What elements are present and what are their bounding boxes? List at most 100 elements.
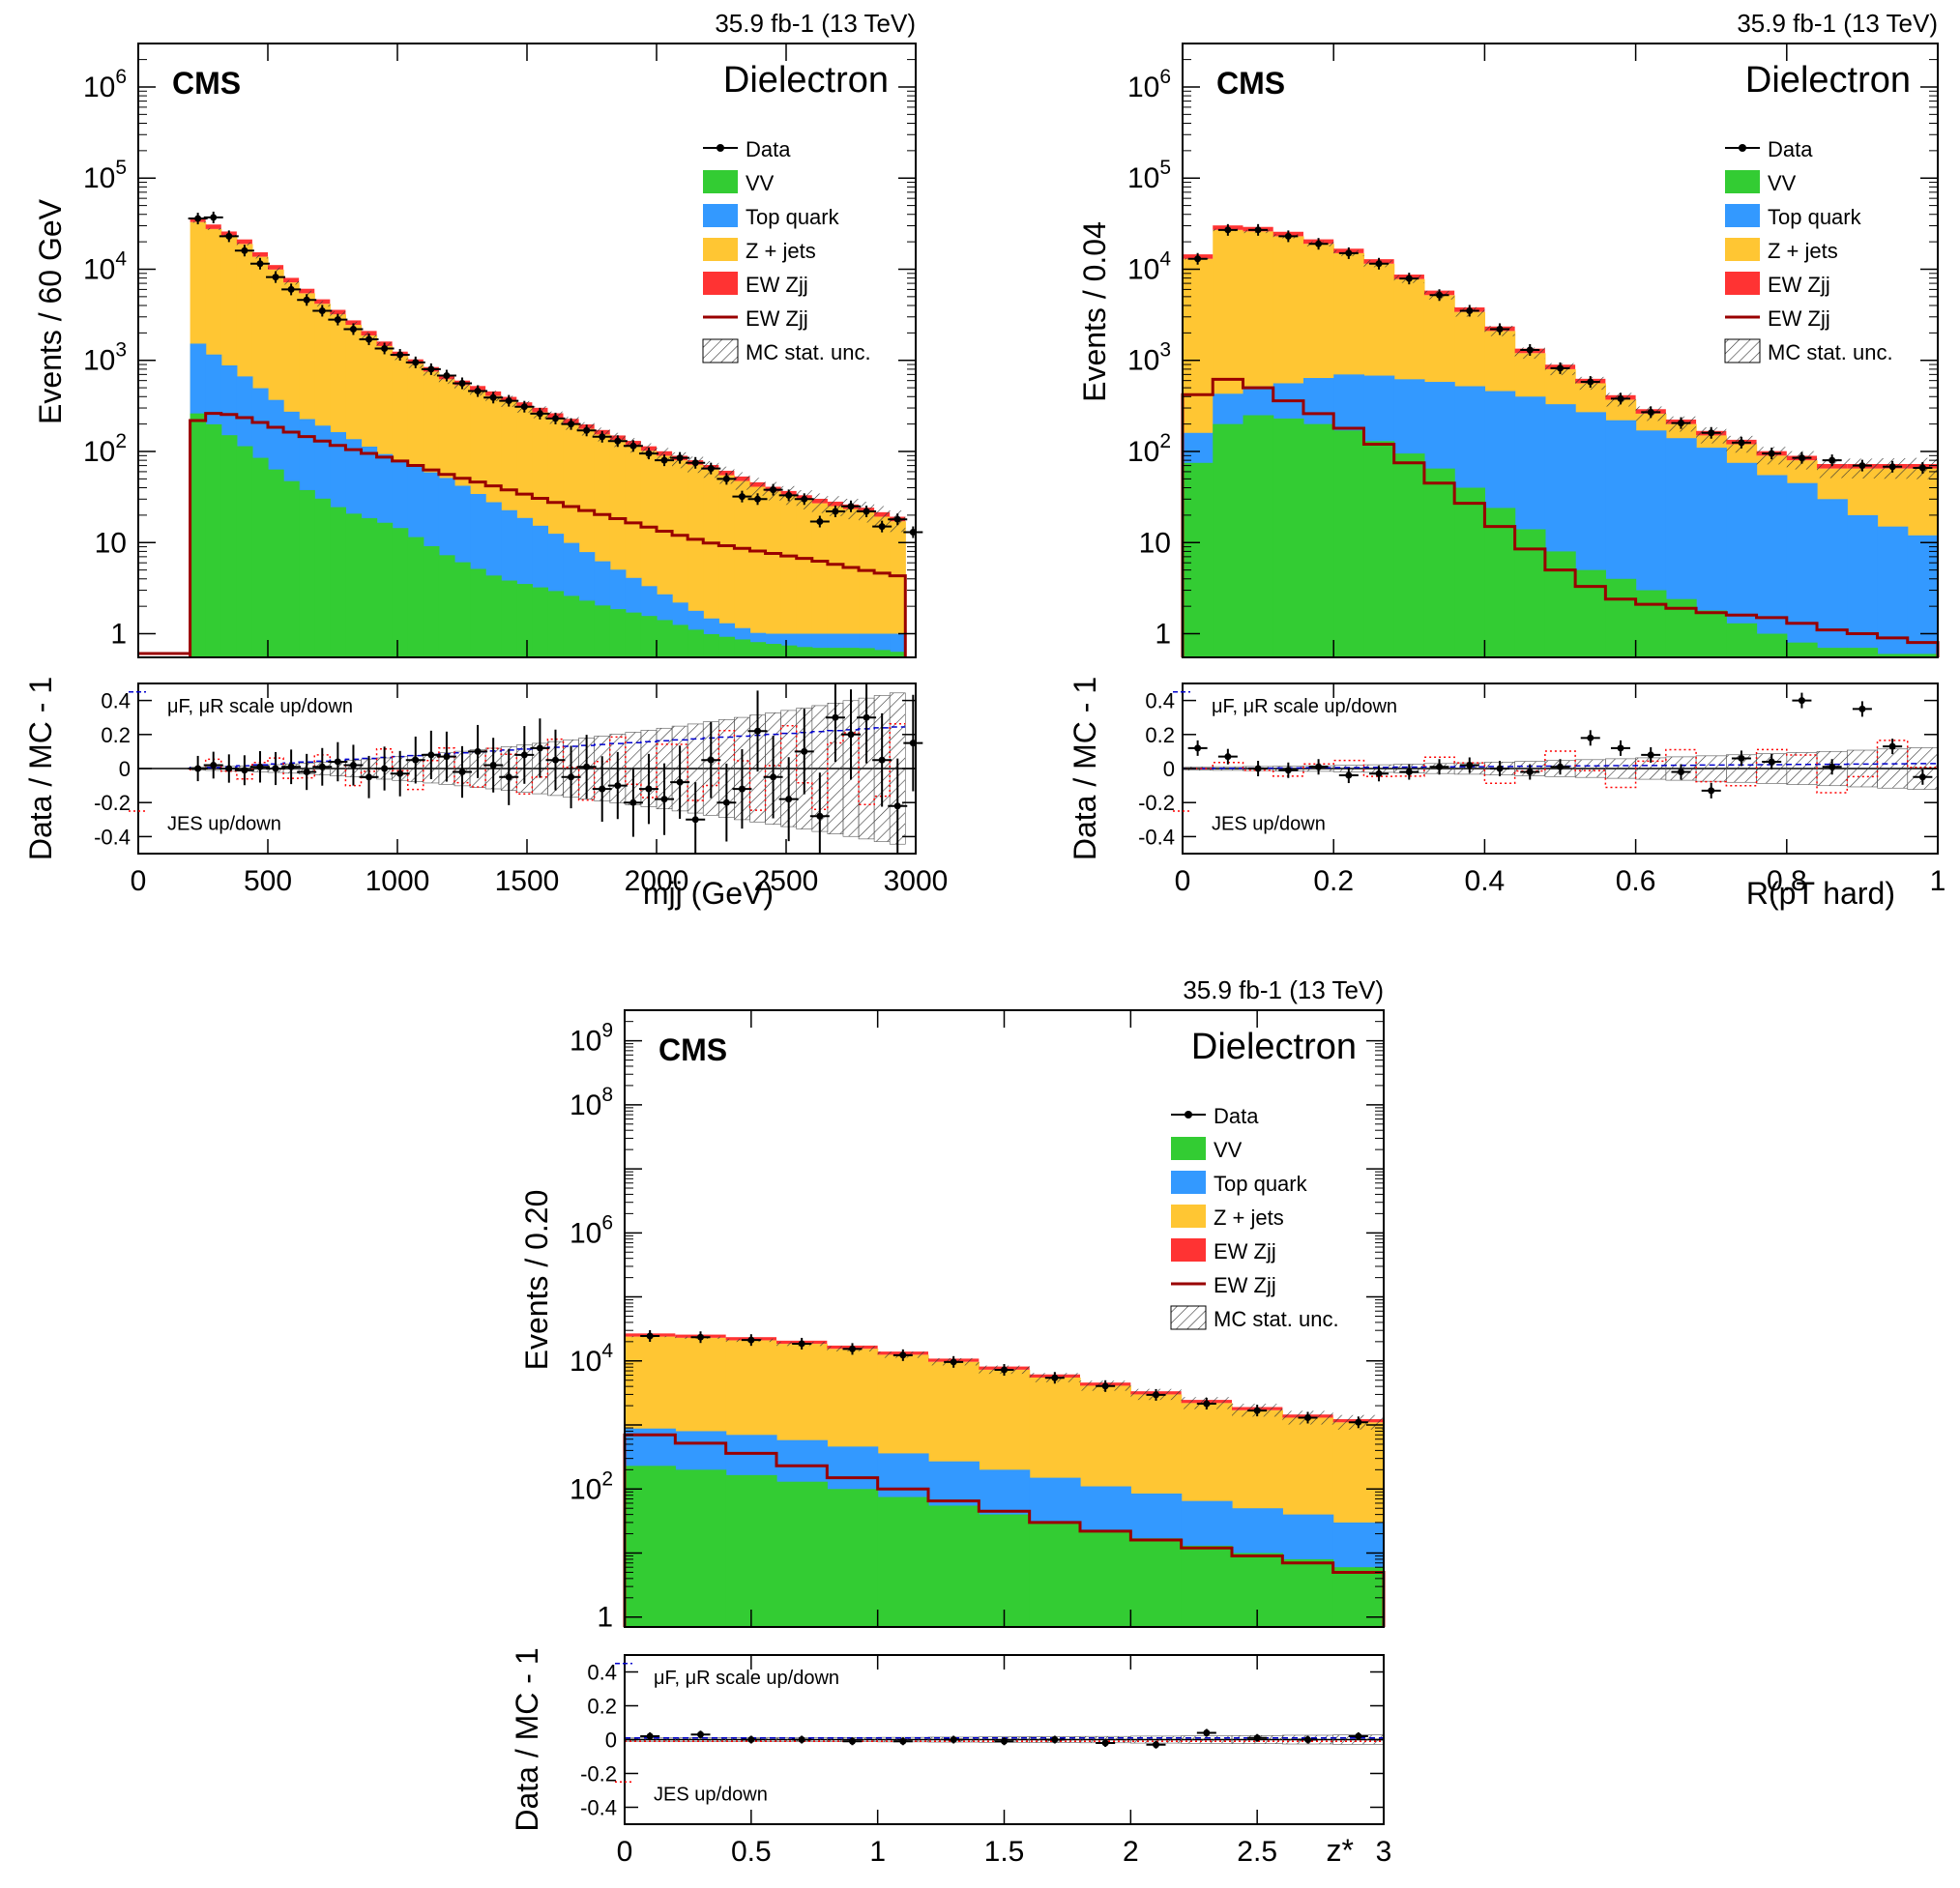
top-quark-bar — [1847, 514, 1879, 657]
ratio-point — [747, 1736, 755, 1743]
y-tick-label: 104 — [1127, 247, 1171, 285]
ratio-point — [194, 765, 202, 772]
ratio-point — [396, 770, 404, 777]
y-tick-label: 109 — [570, 1020, 613, 1058]
ratio-point — [1708, 787, 1715, 795]
top-quark-bar — [1786, 482, 1818, 657]
vv-bar — [423, 545, 440, 657]
mc-stat-unc-band — [205, 227, 221, 230]
y-tick-exp: 4 — [115, 247, 127, 270]
mc-stat-unc-band — [1817, 458, 1848, 479]
vv-bar — [1786, 642, 1818, 657]
ratio-point — [427, 751, 435, 759]
data-point — [349, 325, 357, 333]
ratio-point — [381, 765, 389, 772]
y-tick-label: 10 — [95, 527, 127, 559]
y-tick-exp: 8 — [601, 1084, 613, 1106]
x-tick-label: 1500 — [495, 865, 560, 897]
vv-bar — [657, 620, 673, 657]
data-point — [1828, 456, 1836, 464]
ratio-y-tick-label: 0 — [1163, 757, 1175, 781]
ratio-y-tick-label: 0.4 — [101, 689, 131, 713]
y-tick-exp: 9 — [601, 1020, 613, 1042]
jes-variation-line — [1182, 740, 1938, 794]
vv-bar — [1756, 633, 1788, 657]
y-tick-exp: 6 — [115, 66, 127, 88]
data-point — [1647, 408, 1654, 416]
data-point — [832, 508, 839, 515]
vv-bar — [609, 609, 627, 657]
ratio-y-tick-label: -0.4 — [580, 1796, 617, 1820]
ratio-point — [505, 773, 512, 781]
y-tick-exp: 3 — [115, 339, 127, 362]
ratio-panel: 0.4 0.2 0 -0.2 -0.4 μF, μR scale up/down JES u… — [23, 677, 923, 860]
vv-bar — [1273, 418, 1304, 657]
vv-bar — [734, 639, 751, 657]
vv-bar — [1605, 578, 1637, 657]
x-tick-label: 0.8 — [1767, 865, 1807, 897]
jes-variation-line — [189, 723, 906, 811]
data-point — [458, 379, 466, 387]
top-quark-bar — [1907, 535, 1939, 657]
mc-stat-unc-band — [811, 493, 828, 513]
ratio-point — [551, 756, 559, 764]
x-tick-label: 1.5 — [984, 1836, 1025, 1868]
vv-bar — [594, 605, 611, 657]
vv-bar — [1393, 453, 1425, 657]
vv-bar — [361, 518, 378, 657]
ratio-point — [645, 785, 653, 793]
ratio-point — [646, 1732, 654, 1740]
data-point — [1051, 1374, 1059, 1381]
data-point — [1526, 346, 1534, 354]
x-tick-label: 0.5 — [731, 1836, 772, 1868]
data-point — [1224, 226, 1232, 234]
ratio-point — [349, 761, 357, 769]
data-point — [801, 495, 808, 503]
vv-bar — [718, 636, 735, 657]
legend-label-top: Top quark — [1768, 205, 1862, 229]
mc-stat-unc-band — [749, 478, 766, 496]
legend-label-ewfill: EW Zjj — [746, 273, 808, 297]
lumi-label: 35.9 fb-1 (13 TeV) — [715, 9, 916, 38]
data-point — [1918, 464, 1926, 472]
ratio-point — [1828, 763, 1836, 770]
data-point — [863, 508, 870, 515]
ratio-point — [1526, 769, 1534, 776]
ratio-y-tick-label: -0.4 — [1138, 825, 1175, 849]
x-tick-label: 0.6 — [1616, 865, 1656, 897]
data-point — [1284, 232, 1292, 240]
y-tick-label: 108 — [570, 1084, 613, 1121]
y-tick-base: 10 — [1127, 162, 1159, 194]
ratio-point — [1587, 734, 1594, 741]
data-point — [849, 1345, 856, 1352]
ratio-y-tick-label: 0.4 — [587, 1661, 617, 1685]
vv-bar — [780, 645, 798, 657]
y-tick-exp: 5 — [115, 157, 127, 179]
vv-bar — [1696, 610, 1727, 657]
data-point — [396, 351, 404, 359]
vv-bar — [1130, 1538, 1183, 1627]
ratio-legend-jes: JES up/down — [654, 1785, 768, 1806]
vv-bar — [979, 1514, 1031, 1627]
data-point — [474, 388, 482, 395]
vv-bar — [1635, 590, 1667, 657]
vv-bar — [1213, 423, 1244, 657]
mc-stat-unc-band — [314, 301, 331, 307]
zjets-bar — [874, 516, 891, 657]
ratio-point — [847, 731, 855, 739]
ratio-panel: 0.4 0.2 0 -0.2 -0.4 μF, μR scale up/down JES u… — [510, 1647, 1385, 1832]
vv-bar — [470, 568, 486, 657]
y-tick-base: 10 — [83, 72, 115, 103]
data-point — [1496, 325, 1504, 333]
legend-label-zjets: Z + jets — [746, 239, 816, 263]
ratio-point — [225, 765, 233, 772]
ratio-point — [754, 727, 762, 735]
legend-label-zjets: Z + jets — [1768, 239, 1838, 263]
zjets-bar — [842, 508, 860, 657]
y-tick-label: 102 — [83, 430, 127, 468]
vv-bar — [1544, 551, 1576, 657]
legend-mcstat-swatch — [702, 338, 739, 363]
mc-stat-unc-band — [299, 290, 315, 296]
data-point — [1203, 1400, 1211, 1408]
